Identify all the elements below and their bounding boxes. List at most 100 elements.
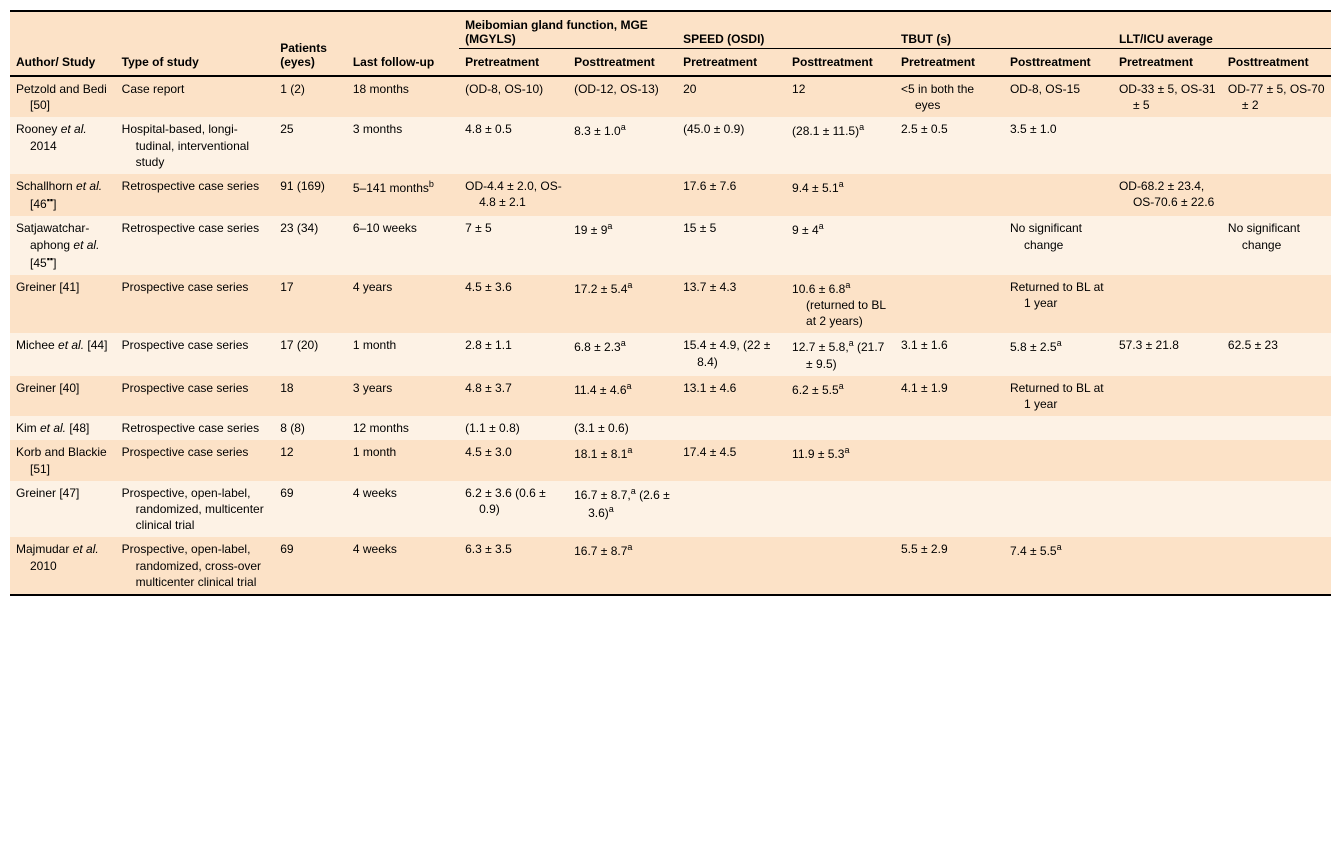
cell-followup: 4 years <box>347 275 459 334</box>
cell-author: Greiner [40] <box>10 376 116 416</box>
cell-followup: 3 months <box>347 117 459 174</box>
cell-llt-post <box>1222 537 1331 595</box>
cell-tbut-post <box>1004 440 1113 480</box>
cell-tbut-pre <box>895 174 1004 216</box>
cell-llt-pre <box>1113 416 1222 440</box>
table-head: Author/ Study Type of study Patients (ey… <box>10 11 1331 76</box>
cell-mg-post: 11.4 ± 4.6a <box>568 376 677 416</box>
col-followup: Last follow-up <box>347 11 459 76</box>
col-tbut-post: Posttreat­ment <box>1004 49 1113 77</box>
cell-llt-post <box>1222 275 1331 334</box>
cell-tbut-post: 5.8 ± 2.5a <box>1004 333 1113 375</box>
cell-speed-post: 6.2 ± 5.5a <box>786 376 895 416</box>
cell-patients: 8 (8) <box>274 416 347 440</box>
cell-followup: 1 month <box>347 440 459 480</box>
col-tbut-pre: Pretreat­ment <box>895 49 1004 77</box>
cell-llt-post <box>1222 376 1331 416</box>
cell-type: Prospective, open-label, randomized, mul… <box>116 481 275 538</box>
cell-mg-pre: 6.3 ± 3.5 <box>459 537 568 595</box>
cell-tbut-pre: <5 in both the eyes <box>895 76 1004 117</box>
col-llt-pre: Pretreat­ment <box>1113 49 1222 77</box>
cell-mg-post <box>568 174 677 216</box>
cell-type: Prospective, open-label, randomized, cro… <box>116 537 275 595</box>
cell-tbut-pre: 3.1 ± 1.6 <box>895 333 1004 375</box>
cell-speed-post: (28.1 ± 11.5)a <box>786 117 895 174</box>
table-row: Greiner [47]Prospective, open-label, ran… <box>10 481 1331 538</box>
cell-patients: 18 <box>274 376 347 416</box>
table-row: Korb and Blackie [51]Prospective case se… <box>10 440 1331 480</box>
cell-llt-pre <box>1113 376 1222 416</box>
cell-mg-pre: 2.8 ± 1.1 <box>459 333 568 375</box>
cell-llt-pre: 57.3 ± 21.8 <box>1113 333 1222 375</box>
table-row: Kim et al. [48]Retrospective case series… <box>10 416 1331 440</box>
cell-mg-pre: 4.5 ± 3.6 <box>459 275 568 334</box>
cell-mg-post: 16.7 ± 8.7,a (2.6 ± 3.6)a <box>568 481 677 538</box>
cell-llt-pre <box>1113 481 1222 538</box>
cell-tbut-pre <box>895 216 1004 275</box>
col-mg-pre: Pretreat­ment <box>459 49 568 77</box>
cell-followup: 1 month <box>347 333 459 375</box>
cell-author: Michee et al. [44] <box>10 333 116 375</box>
cell-tbut-post: OD-8, OS-15 <box>1004 76 1113 117</box>
table-row: Satjawatchar­aphong et al. [45▪▪]Retrosp… <box>10 216 1331 275</box>
cell-tbut-pre <box>895 440 1004 480</box>
cell-type: Retrospective case series <box>116 416 275 440</box>
cell-type: Hospital-based, longi­tudinal, intervent… <box>116 117 275 174</box>
cell-type: Prospective case series <box>116 275 275 334</box>
cell-speed-pre <box>677 537 786 595</box>
cell-llt-pre <box>1113 537 1222 595</box>
col-speed-post: Posttreat­ment <box>786 49 895 77</box>
cell-llt-post <box>1222 416 1331 440</box>
cell-author: Kim et al. [48] <box>10 416 116 440</box>
cell-type: Case report <box>116 76 275 117</box>
cell-llt-post: 62.5 ± 23 <box>1222 333 1331 375</box>
cell-patients: 1 (2) <box>274 76 347 117</box>
table-row: Petzold and Bedi [50]Case report1 (2)18 … <box>10 76 1331 117</box>
cell-tbut-post <box>1004 416 1113 440</box>
cell-type: Prospective case series <box>116 440 275 480</box>
cell-author: Greiner [41] <box>10 275 116 334</box>
col-group-llt: LLT/ICU average <box>1113 11 1331 49</box>
cell-tbut-pre <box>895 481 1004 538</box>
cell-speed-pre: 13.7 ± 4.3 <box>677 275 786 334</box>
cell-speed-post: 11.9 ± 5.3a <box>786 440 895 480</box>
col-group-mg: Meibomian gland func­tion, MGE (MGYLS) <box>459 11 677 49</box>
cell-tbut-post: Returned to BL at 1 year <box>1004 376 1113 416</box>
cell-tbut-post: Returned to BL at 1 year <box>1004 275 1113 334</box>
cell-mg-post: 16.7 ± 8.7a <box>568 537 677 595</box>
cell-mg-post: 18.1 ± 8.1a <box>568 440 677 480</box>
cell-type: Retrospective case series <box>116 174 275 216</box>
cell-llt-post <box>1222 117 1331 174</box>
cell-speed-pre <box>677 416 786 440</box>
cell-llt-pre <box>1113 216 1222 275</box>
cell-author: Rooney et al. 2014 <box>10 117 116 174</box>
cell-tbut-pre: 2.5 ± 0.5 <box>895 117 1004 174</box>
col-speed-pre: Pretreat­ment <box>677 49 786 77</box>
col-author: Author/ Study <box>10 11 116 76</box>
col-group-speed: SPEED (OSDI) <box>677 11 895 49</box>
cell-llt-post <box>1222 481 1331 538</box>
cell-mg-pre: OD-4.4 ± 2.0, OS-4.8 ± 2.1 <box>459 174 568 216</box>
cell-llt-pre <box>1113 117 1222 174</box>
col-patients: Patients (eyes) <box>274 11 347 76</box>
table-row: Michee et al. [44]Prospective case serie… <box>10 333 1331 375</box>
study-results-table: Author/ Study Type of study Patients (ey… <box>10 10 1331 596</box>
cell-mg-post: (3.1 ± 0.6) <box>568 416 677 440</box>
cell-llt-pre: OD-68.2 ± 23.4, OS-70.6 ± 22.6 <box>1113 174 1222 216</box>
cell-speed-pre <box>677 481 786 538</box>
cell-mg-post: 17.2 ± 5.4a <box>568 275 677 334</box>
cell-author: Greiner [47] <box>10 481 116 538</box>
cell-speed-pre: 20 <box>677 76 786 117</box>
cell-author: Majmudar et al. 2010 <box>10 537 116 595</box>
cell-followup: 4 weeks <box>347 537 459 595</box>
table-row: Majmudar et al. 2010Prospective, open-la… <box>10 537 1331 595</box>
table-row: Rooney et al. 2014Hospital-based, longi­… <box>10 117 1331 174</box>
cell-tbut-post: 7.4 ± 5.5a <box>1004 537 1113 595</box>
cell-llt-post <box>1222 174 1331 216</box>
cell-patients: 69 <box>274 537 347 595</box>
table-row: Greiner [41]Prospective case series174 y… <box>10 275 1331 334</box>
cell-mg-post: 8.3 ± 1.0a <box>568 117 677 174</box>
cell-followup: 12 months <box>347 416 459 440</box>
cell-llt-pre: OD-33 ± 5, OS-31 ± 5 <box>1113 76 1222 117</box>
cell-patients: 23 (34) <box>274 216 347 275</box>
